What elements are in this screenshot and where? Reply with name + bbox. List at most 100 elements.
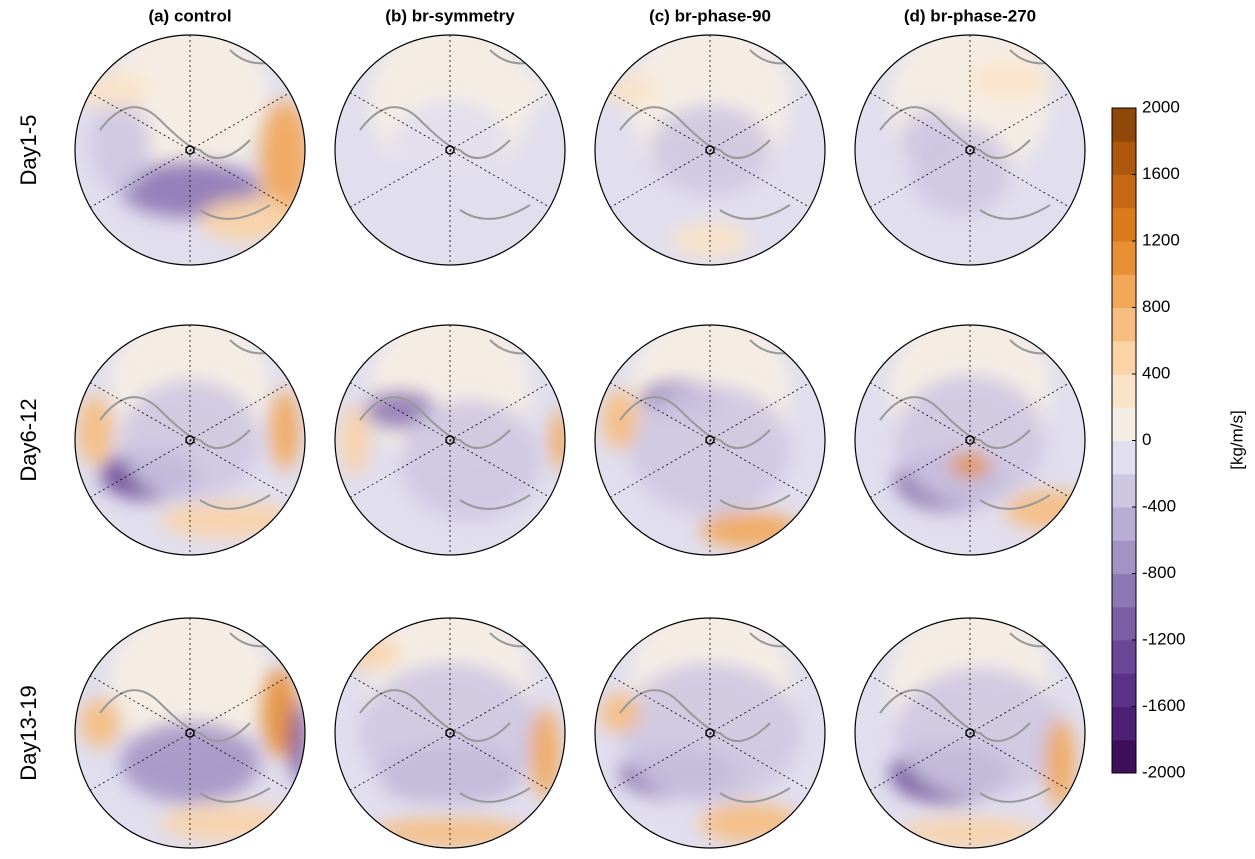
pole-marker: [705, 145, 715, 155]
anomaly: [340, 405, 370, 475]
colorbar-band: [1112, 307, 1136, 342]
pole-marker: [965, 145, 975, 155]
colorbar-band: [1112, 274, 1136, 308]
map-panel: [334, 617, 566, 849]
map-panel: [594, 617, 826, 849]
pole-marker: [445, 728, 455, 738]
meridian: [869, 92, 1071, 208]
colorbar-band: [1112, 340, 1136, 375]
colorbar-band: [1112, 606, 1136, 641]
map-border: [334, 34, 566, 266]
meridian: [349, 675, 551, 791]
anomaly-field: [340, 392, 565, 520]
meridian: [869, 675, 1071, 791]
row-label: Day13-19: [16, 685, 41, 780]
colorbar-tick-label: -1200: [1142, 629, 1185, 648]
map-field: [595, 35, 825, 265]
anomaly: [80, 698, 120, 748]
anomaly: [160, 502, 300, 538]
map-border: [854, 324, 1086, 556]
anomaly: [75, 72, 150, 108]
meridian: [89, 675, 291, 791]
map-panel: [74, 324, 306, 556]
colorbar-tick-label: 1200: [1142, 230, 1180, 249]
column-title: (c) br-phase-90: [649, 6, 771, 25]
anomaly: [340, 638, 400, 668]
anomaly: [1045, 718, 1075, 808]
map-border: [594, 34, 826, 266]
map-border: [854, 34, 1086, 266]
pole-marker: [705, 728, 715, 738]
colorbar-band: [1112, 241, 1136, 275]
map-panel: [74, 34, 306, 266]
anomaly: [700, 512, 800, 548]
colorbar-band: [1112, 673, 1136, 707]
pole-marker: [965, 728, 975, 738]
map-border: [74, 324, 306, 556]
pole-marker: [185, 145, 195, 155]
anomaly-field: [900, 62, 1050, 215]
pole-marker: [965, 435, 975, 445]
colorbar-band: [1112, 473, 1136, 508]
map-panel: [334, 34, 566, 266]
colorbar-band: [1112, 407, 1136, 441]
colorbar-tick-label: -2000: [1142, 762, 1185, 781]
colorbar-band: [1112, 174, 1136, 209]
colorbar-band: [1112, 108, 1136, 142]
colorbar-tick-label: 0: [1142, 430, 1151, 449]
pole-marker: [185, 435, 195, 445]
colorbar-band: [1112, 739, 1136, 774]
colorbar-tick-label: 2000: [1142, 97, 1180, 116]
anomaly: [370, 170, 450, 210]
pole-marker: [445, 435, 455, 445]
anomaly-field: [370, 70, 550, 210]
anomaly: [700, 803, 800, 843]
colorbar-tick-label: 400: [1142, 363, 1170, 382]
map-panel: [854, 324, 1086, 556]
colorbar-band: [1112, 141, 1136, 175]
column-title: (a) control: [148, 6, 231, 25]
colorbar-label: [kg/m/s]: [1227, 410, 1246, 470]
anomaly: [262, 668, 298, 758]
anomaly-field: [75, 72, 305, 242]
column-title: (b) br-symmetry: [385, 6, 515, 25]
map-panel: [594, 324, 826, 556]
map-panel: [854, 34, 1086, 266]
column-title: (d) br-phase-270: [904, 6, 1036, 25]
meridian: [609, 382, 811, 498]
map-panel: [594, 34, 826, 266]
map-field: [75, 618, 305, 848]
colorbar-tick-label: 1600: [1142, 164, 1180, 183]
map-border: [594, 617, 826, 849]
anomaly: [600, 75, 660, 105]
map-border: [854, 617, 1086, 849]
anomaly: [530, 708, 560, 798]
meridian: [609, 92, 811, 208]
map-field: [855, 325, 1085, 555]
anomaly: [77, 395, 113, 465]
map-panel: [74, 617, 306, 849]
map-border: [74, 617, 306, 849]
anomaly: [470, 70, 550, 110]
colorbar-tick-label: -1600: [1142, 696, 1185, 715]
map-border: [594, 324, 826, 556]
meridian: [869, 382, 1071, 498]
map-border: [334, 617, 566, 849]
colorbar-band: [1112, 440, 1136, 475]
colorbar-band: [1112, 507, 1136, 541]
meridian: [89, 92, 291, 208]
meridian: [349, 382, 551, 498]
colorbar-band: [1112, 640, 1136, 674]
colorbar-band: [1112, 706, 1136, 741]
anomaly: [200, 198, 300, 242]
colorbar-tick-label: -400: [1142, 496, 1176, 515]
colorbar-band: [1112, 573, 1136, 608]
map-border: [74, 34, 306, 266]
anomaly: [365, 392, 435, 428]
map-field: [75, 35, 305, 265]
anomaly: [270, 390, 300, 470]
pole-marker: [185, 728, 195, 738]
colorbar-band: [1112, 540, 1136, 574]
colorbar-band: [1112, 374, 1136, 408]
